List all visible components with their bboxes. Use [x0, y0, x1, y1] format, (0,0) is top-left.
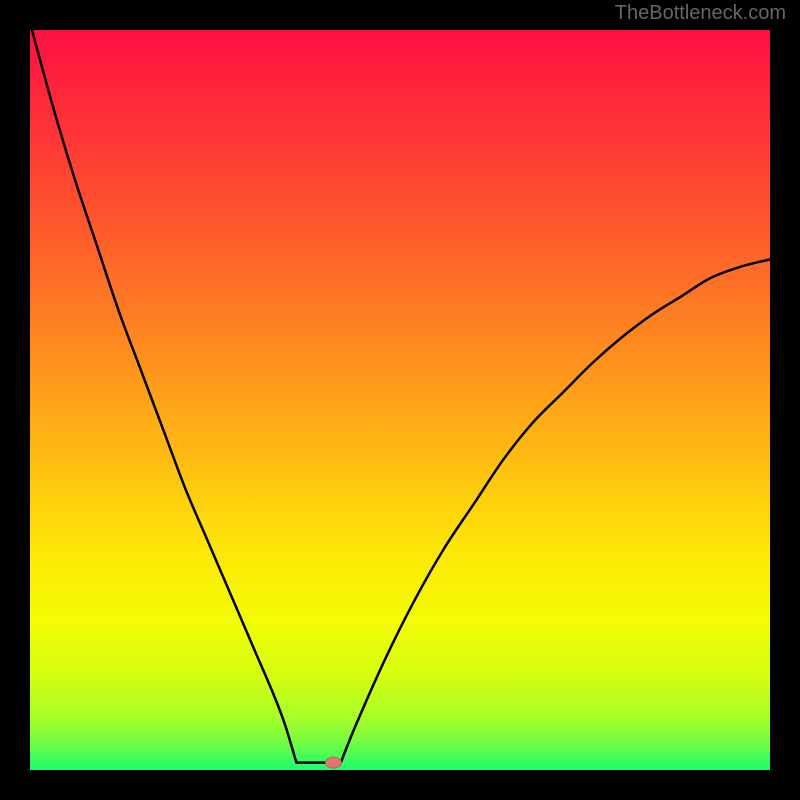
- marker-dot: [325, 757, 341, 768]
- chart-container: TheBottleneck.com: [0, 0, 800, 800]
- plot-background: [30, 30, 770, 770]
- chart-svg: [0, 0, 800, 800]
- watermark-text: TheBottleneck.com: [615, 2, 786, 25]
